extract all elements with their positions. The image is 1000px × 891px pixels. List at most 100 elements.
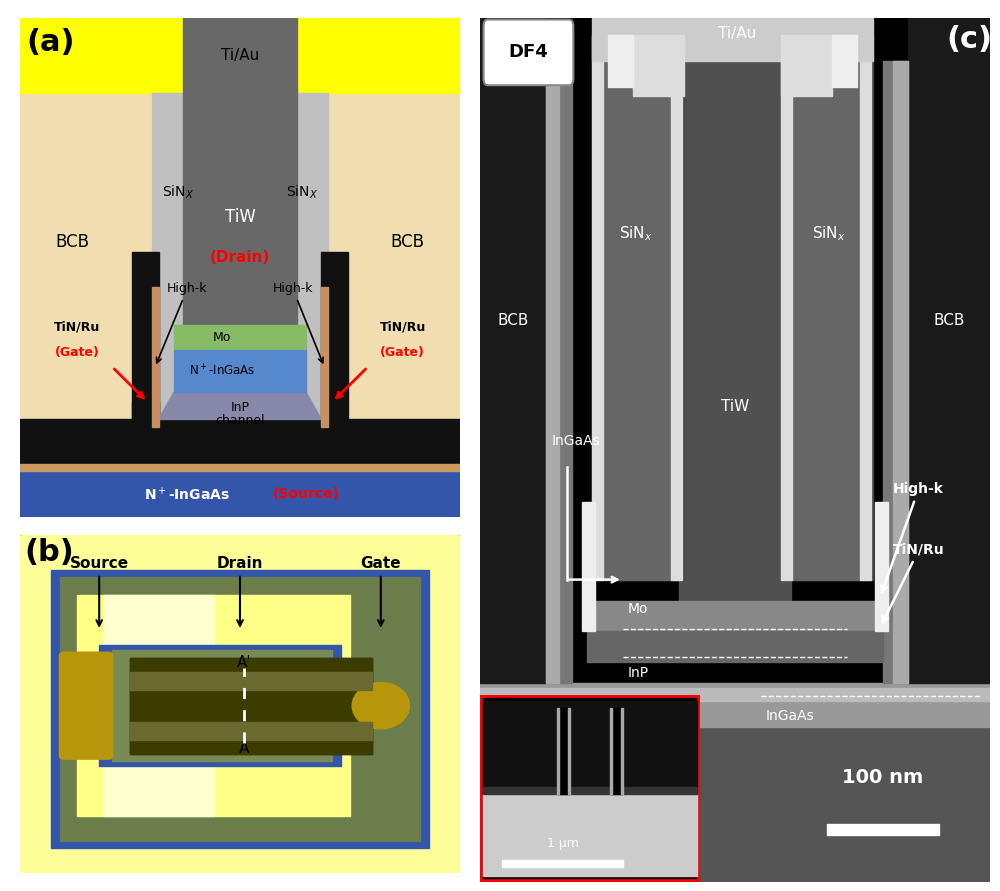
Text: BCB: BCB <box>934 313 965 328</box>
Bar <box>908 18 990 683</box>
Text: High-k: High-k <box>156 282 207 363</box>
Text: N$^+$-InGaAs: N$^+$-InGaAs <box>144 486 230 503</box>
Text: BCB: BCB <box>497 313 529 328</box>
Text: InP: InP <box>230 401 250 413</box>
Bar <box>483 794 697 877</box>
Text: Drain: Drain <box>217 556 263 570</box>
Bar <box>130 658 372 754</box>
Bar <box>77 723 350 816</box>
Bar <box>558 708 569 794</box>
Text: High-k: High-k <box>273 282 323 363</box>
Text: channel: channel <box>215 414 265 428</box>
Bar <box>883 61 908 683</box>
Text: 100 nm: 100 nm <box>842 768 924 787</box>
Bar <box>546 61 559 683</box>
Bar <box>587 632 883 662</box>
Text: TiN/Ru: TiN/Ru <box>380 321 426 333</box>
Bar <box>502 860 623 867</box>
Text: SiN$_x$: SiN$_x$ <box>812 225 846 243</box>
Bar <box>827 824 939 835</box>
Text: (Source): (Source) <box>273 487 339 502</box>
Text: 1 μm: 1 μm <box>547 838 578 850</box>
Text: InGaAs: InGaAs <box>766 709 814 723</box>
Bar <box>104 595 214 688</box>
Bar <box>20 420 460 467</box>
Bar <box>480 18 546 683</box>
Bar <box>592 18 873 61</box>
FancyBboxPatch shape <box>59 651 113 760</box>
Bar <box>483 700 697 787</box>
Bar <box>546 61 572 683</box>
Bar <box>130 672 372 690</box>
Bar <box>20 467 460 517</box>
Text: N$^+$-InGaAs: N$^+$-InGaAs <box>189 363 256 379</box>
Text: InP: InP <box>628 666 649 680</box>
Text: Source: Source <box>70 556 129 570</box>
Text: TiW: TiW <box>721 399 749 414</box>
Bar <box>610 708 612 794</box>
Text: (Gate): (Gate) <box>380 346 425 358</box>
Bar <box>860 35 871 579</box>
Bar <box>321 287 328 427</box>
Text: TiW: TiW <box>225 208 255 226</box>
Bar <box>621 708 623 794</box>
Bar <box>112 650 332 761</box>
Bar <box>603 35 671 579</box>
Circle shape <box>352 683 409 729</box>
Bar <box>152 93 200 427</box>
Bar <box>99 645 341 766</box>
Text: TiN/Ru: TiN/Ru <box>883 543 945 622</box>
Bar <box>280 93 328 427</box>
Bar <box>174 324 306 349</box>
Bar <box>321 252 348 427</box>
Text: A: A <box>239 741 250 756</box>
Bar <box>781 35 832 95</box>
Bar <box>671 35 682 579</box>
Bar <box>130 658 372 754</box>
Bar <box>174 349 306 392</box>
Bar <box>130 722 372 740</box>
Bar <box>51 570 429 848</box>
Text: Mo: Mo <box>628 602 648 616</box>
Text: SiN$_X$: SiN$_X$ <box>286 184 318 201</box>
Text: SiN$_x$: SiN$_x$ <box>619 225 652 243</box>
Bar <box>60 577 420 841</box>
Bar <box>132 252 159 427</box>
Bar <box>592 35 603 579</box>
Bar <box>480 726 990 882</box>
Bar <box>557 708 559 794</box>
Text: (b): (b) <box>24 538 74 568</box>
Text: (c): (c) <box>947 25 993 54</box>
Text: Mo: Mo <box>213 331 232 344</box>
Bar <box>679 44 791 606</box>
Bar <box>633 35 684 95</box>
Bar <box>20 93 460 457</box>
Bar <box>592 35 684 579</box>
Bar <box>832 35 857 87</box>
Bar <box>781 35 792 579</box>
Bar <box>568 708 570 794</box>
Bar <box>77 595 350 688</box>
Text: (a): (a) <box>27 28 75 57</box>
Bar <box>104 723 214 816</box>
Text: Gate: Gate <box>360 556 401 570</box>
Text: High-k: High-k <box>881 482 944 592</box>
Bar <box>781 35 873 579</box>
Text: Ti/Au: Ti/Au <box>718 26 757 41</box>
Bar <box>480 683 990 726</box>
Bar <box>20 464 460 470</box>
FancyBboxPatch shape <box>13 533 467 879</box>
Text: DF4: DF4 <box>509 44 548 61</box>
Text: BCB: BCB <box>390 233 424 251</box>
Bar <box>893 61 908 683</box>
FancyBboxPatch shape <box>484 20 573 86</box>
Text: TiN/Ru: TiN/Ru <box>54 321 100 333</box>
Bar <box>483 787 697 794</box>
Text: SiN$_X$: SiN$_X$ <box>162 184 194 201</box>
Bar <box>152 287 159 427</box>
Bar <box>792 35 860 579</box>
Bar <box>183 18 297 327</box>
Bar <box>480 688 990 700</box>
Bar <box>20 18 460 93</box>
Text: Ti/Au: Ti/Au <box>221 48 259 62</box>
